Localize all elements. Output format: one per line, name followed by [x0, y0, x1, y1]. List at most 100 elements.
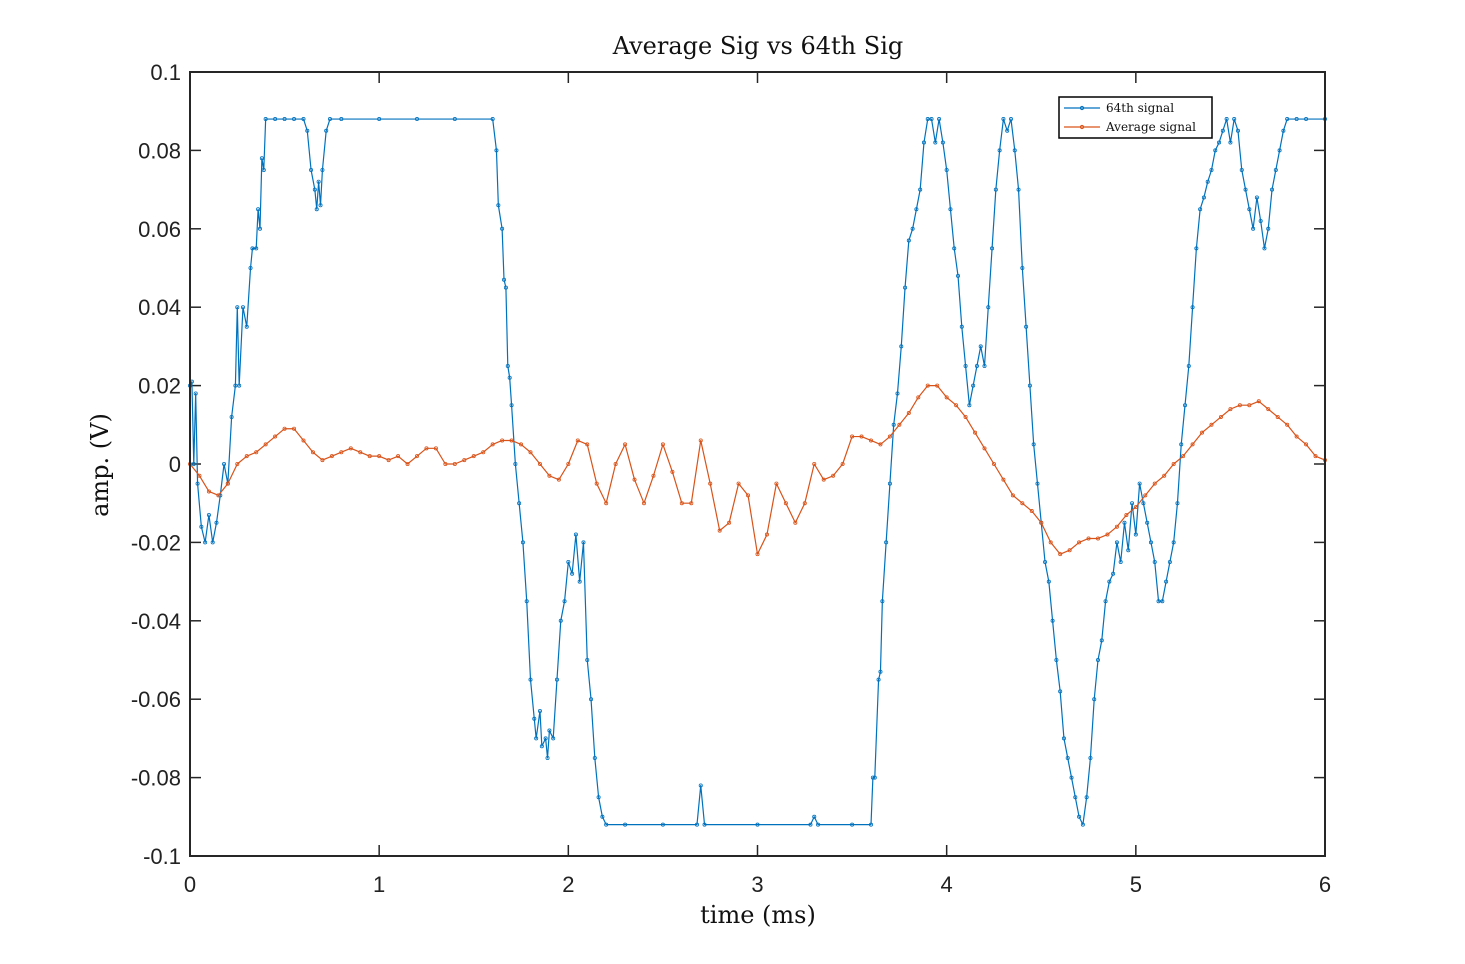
- data-point-average-signal: [547, 473, 552, 478]
- data-point-64th-signal: [1156, 599, 1161, 604]
- data-point-64th-signal: [1179, 442, 1184, 447]
- data-point-64th-signal: [1137, 481, 1142, 486]
- data-point-64th-signal: [318, 203, 323, 208]
- plot-area-frame: [189, 71, 1326, 857]
- x-axis-label: time (ms): [700, 901, 816, 929]
- data-point-64th-signal: [959, 324, 964, 329]
- data-point-64th-signal: [1270, 187, 1275, 192]
- x-tick-label: 2: [562, 872, 574, 897]
- data-point-64th-signal: [1114, 540, 1119, 545]
- data-point-average-signal: [1058, 552, 1063, 557]
- data-point-64th-signal: [554, 677, 559, 682]
- data-point-64th-signal: [1235, 128, 1240, 133]
- data-point-64th-signal: [971, 383, 976, 388]
- data-point-64th-signal: [1031, 442, 1036, 447]
- data-point-64th-signal: [952, 246, 957, 251]
- data-point-64th-signal: [974, 363, 979, 368]
- data-point-average-signal: [802, 501, 807, 506]
- data-point-average-signal: [916, 395, 921, 400]
- data-point-64th-signal: [944, 167, 949, 172]
- legend-marker-average-signal: [1079, 124, 1085, 130]
- data-point-average-signal: [651, 473, 656, 478]
- data-point-64th-signal: [956, 273, 961, 278]
- data-point-64th-signal: [452, 117, 457, 122]
- data-point-64th-signal: [812, 814, 817, 819]
- data-point-64th-signal: [1111, 571, 1116, 576]
- data-point-average-signal: [358, 450, 363, 455]
- data-point-64th-signal: [199, 524, 204, 529]
- data-point-64th-signal: [551, 736, 556, 741]
- data-point-64th-signal: [214, 520, 219, 525]
- data-point-64th-signal: [887, 481, 892, 486]
- data-point-average-signal: [642, 501, 647, 506]
- data-point-64th-signal: [1027, 383, 1032, 388]
- data-point-average-signal: [1048, 540, 1053, 545]
- data-point-64th-signal: [592, 756, 597, 761]
- data-point-64th-signal: [1005, 128, 1010, 133]
- data-point-64th-signal: [509, 403, 514, 408]
- x-axis-ticks: 0 1 2 3 4 5 6: [184, 72, 1331, 897]
- data-point-64th-signal: [292, 117, 297, 122]
- data-point-64th-signal: [301, 117, 306, 122]
- data-point-64th-signal: [261, 167, 266, 172]
- data-point-average-signal: [1237, 403, 1242, 408]
- data-point-64th-signal: [910, 226, 915, 231]
- data-point-average-signal: [1029, 509, 1034, 514]
- data-point-64th-signal: [596, 795, 601, 800]
- data-point-average-signal: [216, 493, 221, 498]
- data-point-average-signal: [1218, 414, 1223, 419]
- data-point-64th-signal: [507, 375, 512, 380]
- data-point-64th-signal: [1035, 481, 1040, 486]
- data-point-average-signal: [1096, 536, 1101, 541]
- series-average-signal: [187, 383, 1328, 557]
- data-point-average-signal: [1266, 407, 1271, 412]
- data-point-average-signal: [963, 414, 968, 419]
- data-point-64th-signal: [1084, 795, 1089, 800]
- data-point-average-signal: [1181, 454, 1186, 459]
- data-point-64th-signal: [528, 677, 533, 682]
- data-point-64th-signal: [282, 117, 287, 122]
- data-point-64th-signal: [1232, 117, 1237, 122]
- data-point-average-signal: [1105, 532, 1110, 537]
- data-point-64th-signal: [929, 117, 934, 122]
- data-point-64th-signal: [1016, 187, 1021, 192]
- data-point-64th-signal: [195, 481, 200, 486]
- data-point-64th-signal: [547, 728, 552, 733]
- data-point-average-signal: [840, 461, 845, 466]
- data-point-64th-signal: [990, 246, 995, 251]
- data-point-64th-signal: [967, 403, 972, 408]
- data-point-average-signal: [273, 434, 278, 439]
- data-point-64th-signal: [1107, 579, 1112, 584]
- data-point-64th-signal: [500, 226, 505, 231]
- data-point-64th-signal: [233, 383, 238, 388]
- data-point-average-signal: [878, 442, 883, 447]
- data-point-64th-signal: [869, 822, 874, 827]
- y-axis-ticks: 0.1 0.08 0.06 0.04 0.02 0 -0.02 -0.04 -0.06 -0.08…: [131, 60, 1325, 869]
- data-point-64th-signal: [1050, 618, 1055, 623]
- data-point-64th-signal: [520, 540, 525, 545]
- data-point-64th-signal: [1201, 195, 1206, 200]
- data-point-average-signal: [783, 501, 788, 506]
- data-point-64th-signal: [581, 540, 586, 545]
- data-point-64th-signal: [1254, 195, 1259, 200]
- data-point-64th-signal: [948, 207, 953, 212]
- data-point-64th-signal: [502, 277, 507, 282]
- data-point-average-signal: [556, 477, 561, 482]
- data-point-64th-signal: [1281, 128, 1286, 133]
- data-point-average-signal: [206, 489, 211, 494]
- data-point-average-signal: [660, 442, 665, 447]
- data-point-average-signal: [1200, 430, 1205, 435]
- data-point-64th-signal: [937, 117, 942, 122]
- data-point-average-signal: [831, 473, 836, 478]
- legend-marker-64th-signal: [1079, 105, 1085, 111]
- data-point-64th-signal: [878, 669, 883, 674]
- data-point-64th-signal: [490, 117, 495, 122]
- data-point-average-signal: [566, 461, 571, 466]
- data-point-64th-signal: [570, 571, 575, 576]
- data-point-64th-signal: [259, 156, 264, 161]
- data-point-average-signal: [320, 458, 325, 463]
- data-point-64th-signal: [660, 822, 665, 827]
- data-point-64th-signal: [1054, 658, 1059, 663]
- data-point-64th-signal: [585, 658, 590, 663]
- data-point-64th-signal: [925, 117, 930, 122]
